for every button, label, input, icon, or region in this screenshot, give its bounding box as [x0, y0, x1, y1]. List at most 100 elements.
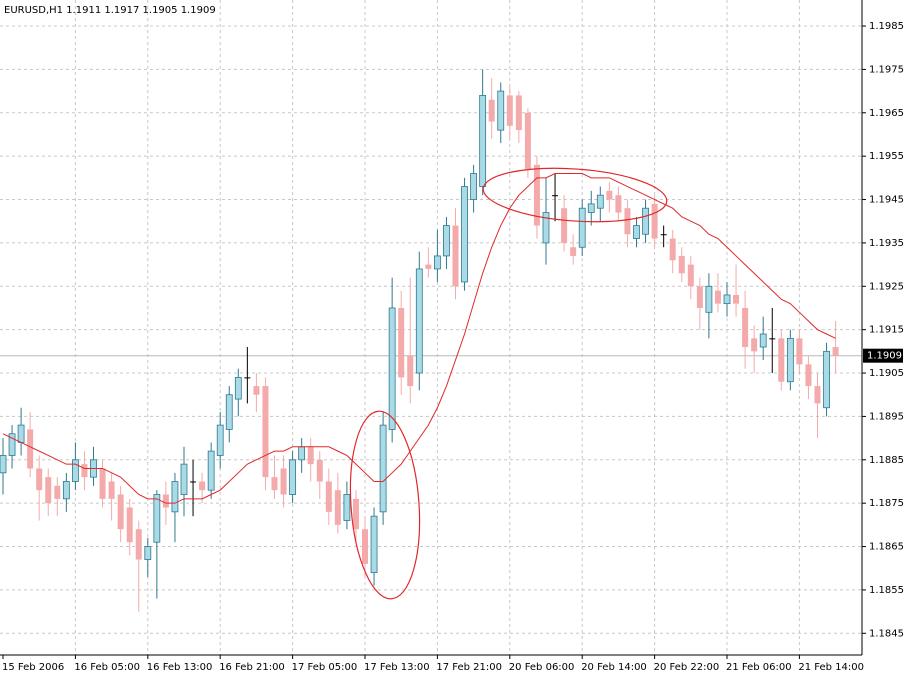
candle-body — [615, 195, 622, 213]
x-tick-label: 20 Feb 14:00 — [581, 662, 647, 673]
candle-body — [262, 386, 269, 478]
y-tick-label: 1.1855 — [869, 585, 904, 596]
candle-body — [62, 481, 70, 500]
candle-body — [17, 424, 25, 443]
x-tick-label: 17 Feb 21:00 — [436, 662, 502, 673]
candle-body — [778, 338, 785, 382]
candle-body — [769, 338, 776, 340]
y-tick-label: 1.1935 — [869, 238, 904, 249]
candle-body — [216, 424, 224, 456]
x-tick-label: 20 Feb 22:00 — [654, 662, 720, 673]
candle-body — [171, 481, 179, 513]
bid-label-box — [863, 348, 903, 363]
x-tick-label: 16 Feb 13:00 — [147, 662, 213, 673]
candle-body — [153, 494, 161, 543]
candle-body — [461, 186, 468, 283]
candle-body — [570, 247, 577, 256]
candle-body — [108, 481, 115, 499]
candle-body — [81, 464, 88, 478]
candle-body — [72, 459, 79, 482]
candle-body — [714, 290, 721, 304]
candle-body — [669, 238, 676, 261]
candle-body — [117, 494, 124, 530]
candle-body — [705, 285, 713, 313]
x-tick-label: 20 Feb 06:00 — [509, 662, 575, 673]
candle-body — [733, 294, 740, 304]
candle-body — [786, 337, 794, 383]
y-tick-label: 1.1975 — [869, 64, 904, 75]
x-tick-label: 21 Feb 06:00 — [726, 662, 792, 673]
candle-body — [742, 307, 749, 348]
candle-body — [524, 112, 531, 170]
candle-body — [488, 99, 495, 122]
candle-body — [552, 195, 559, 197]
candle-body — [54, 485, 61, 499]
candle-body — [578, 207, 586, 248]
candle-body — [135, 529, 142, 560]
candle-body — [759, 333, 767, 348]
candle-body — [8, 433, 16, 456]
candle-body — [144, 546, 152, 560]
y-tick-label: 1.1875 — [869, 498, 904, 509]
candle-body — [207, 450, 215, 491]
candle-body — [190, 481, 197, 483]
y-tick-label: 1.1845 — [869, 628, 904, 639]
x-tick-label: 17 Feb 05:00 — [292, 662, 358, 673]
candle-body — [678, 255, 685, 274]
candle-body — [814, 386, 821, 404]
candle-body — [45, 477, 52, 504]
bid-label: 1.1909 — [867, 351, 902, 362]
candle-body — [325, 481, 332, 512]
candle-body — [805, 364, 812, 387]
y-tick-label: 1.1925 — [869, 281, 904, 292]
candle-body — [225, 394, 233, 430]
candle-body — [289, 459, 297, 495]
chart-title: EURUSD,H1 1.1911 1.1917 1.1905 1.1909 — [4, 5, 216, 16]
candle-body — [352, 498, 359, 530]
candle-body — [606, 190, 613, 200]
candle-body — [651, 203, 658, 239]
x-tick-label: 17 Feb 13:00 — [364, 662, 430, 673]
candle-body — [696, 286, 703, 308]
candle-body — [506, 95, 513, 126]
x-tick-label: 16 Feb 05:00 — [74, 662, 140, 673]
candle-body — [253, 386, 260, 395]
moving-average — [2, 173, 836, 504]
candle-body — [433, 255, 441, 270]
candle-body — [415, 268, 423, 374]
annotation-ellipse — [349, 410, 421, 600]
candle-body — [533, 164, 540, 226]
candle-body — [199, 481, 206, 491]
candle-body — [370, 515, 378, 573]
candle-body — [407, 355, 414, 387]
candle-body — [470, 173, 478, 200]
candle-body — [542, 212, 550, 244]
candle-body — [624, 208, 631, 235]
candle-body — [596, 194, 604, 209]
y-tick-label: 1.1905 — [869, 368, 904, 379]
candle-body — [36, 468, 43, 491]
y-tick-label: 1.1885 — [869, 455, 904, 466]
candle-body — [660, 234, 667, 236]
candle-body — [162, 494, 169, 508]
x-tick-label: 21 Feb 14:00 — [798, 662, 864, 673]
y-tick-label: 1.1985 — [869, 21, 904, 32]
y-tick-label: 1.1965 — [869, 108, 904, 119]
candle-body — [452, 225, 459, 287]
candle-body — [398, 307, 405, 378]
candle-body — [515, 95, 522, 131]
candle-body — [687, 264, 694, 287]
candle-body — [823, 350, 830, 409]
candle-body — [443, 225, 450, 257]
candle-body — [796, 338, 803, 365]
candle-body — [343, 494, 351, 521]
candle-body — [633, 225, 640, 239]
candle-body — [379, 424, 387, 513]
y-tick-label: 1.1895 — [869, 411, 904, 422]
candle-body — [0, 455, 7, 474]
candle-body — [244, 377, 251, 379]
candle-body — [280, 468, 287, 495]
